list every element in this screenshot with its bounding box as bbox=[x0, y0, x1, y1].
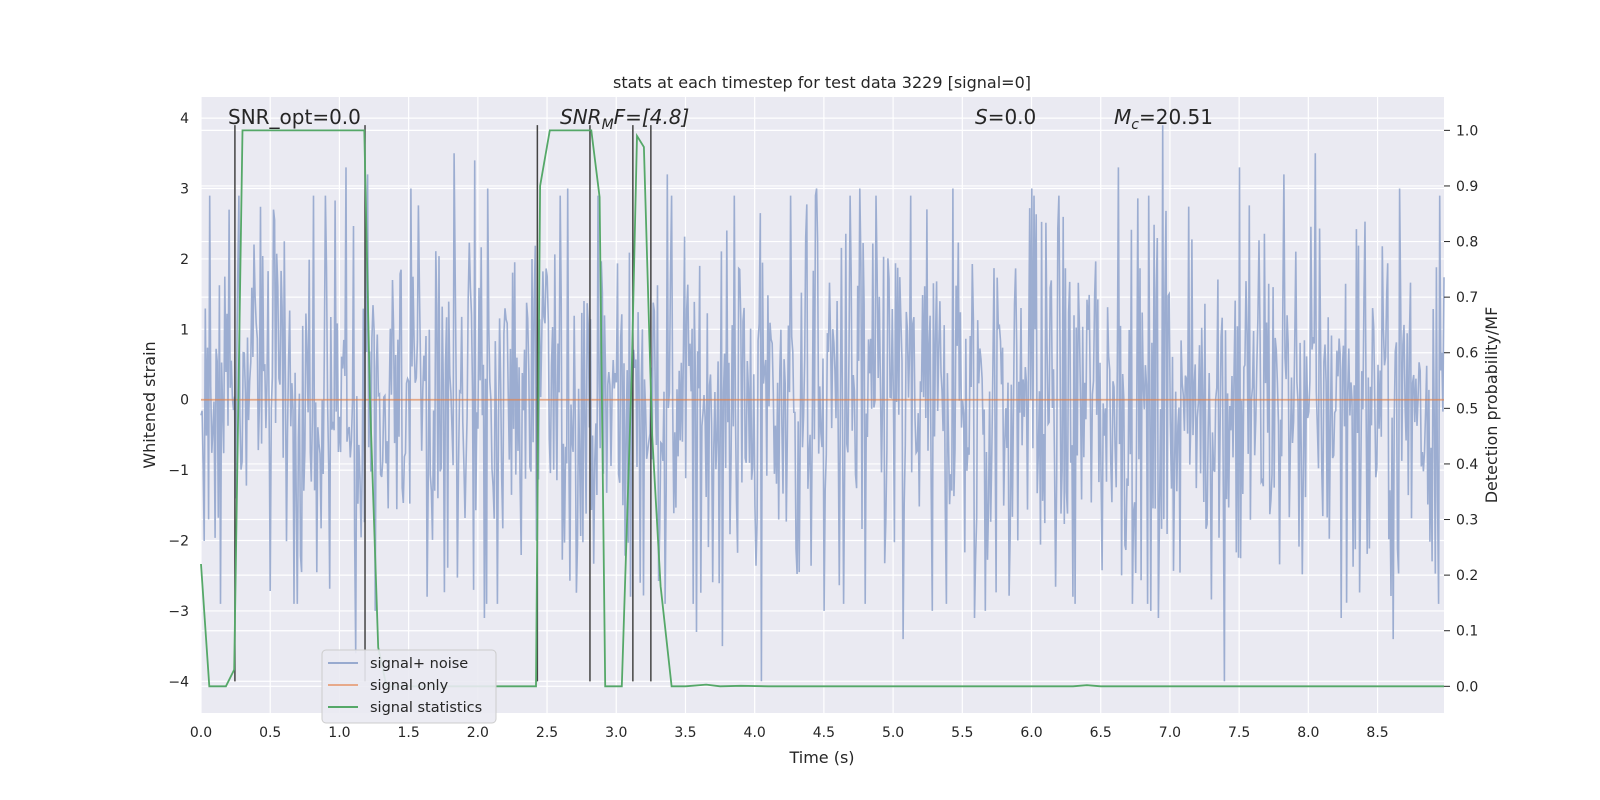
y-tick-label: 4 bbox=[180, 111, 189, 127]
legend-entry-signal-only: signal only bbox=[370, 678, 449, 694]
annotation-mc-symbol: M bbox=[1114, 105, 1131, 129]
x-tick-label: 1.0 bbox=[328, 725, 350, 741]
y2-tick-label: 0.1 bbox=[1456, 624, 1478, 640]
y-tick-label: −1 bbox=[168, 463, 189, 479]
x-tick-label: 1.5 bbox=[397, 725, 419, 741]
x-tick-label: 4.5 bbox=[813, 725, 835, 741]
x-tick-label: 7.5 bbox=[1228, 725, 1250, 741]
legend-entry-noise: signal+ noise bbox=[370, 656, 468, 672]
x-tick-label: 0.0 bbox=[190, 725, 212, 741]
y-tick-label: 1 bbox=[180, 322, 189, 338]
x-tick-label: 0.5 bbox=[259, 725, 281, 741]
annotation-snr-mf-main: SNR bbox=[560, 105, 602, 129]
y-axis-label: Whitened strain bbox=[140, 341, 159, 468]
x-tick-label: 6.0 bbox=[1020, 725, 1042, 741]
legend: signal+ noise signal only signal statist… bbox=[321, 649, 497, 724]
y2-tick-label: 1.0 bbox=[1456, 123, 1478, 139]
noise-line bbox=[200, 125, 1445, 682]
y-tick-label: 2 bbox=[180, 252, 189, 268]
y2-tick-label: 0.3 bbox=[1456, 513, 1478, 529]
x-tick-label: 7.0 bbox=[1159, 725, 1181, 741]
annotation-snr-mf-f: F=[4.8] bbox=[614, 105, 690, 129]
y-tick-label: −2 bbox=[168, 534, 189, 550]
y-tick-label: 0 bbox=[180, 393, 189, 409]
x-tick-label: 6.5 bbox=[1090, 725, 1112, 741]
x-tick-label: 5.0 bbox=[882, 725, 904, 741]
y-tick-label: −3 bbox=[168, 604, 189, 620]
x-tick-label: 2.5 bbox=[536, 725, 558, 741]
tick-labels: 0.0 0.5 1.0 1.5 2.0 2.5 3.0 3.5 4.0 4.5 5.0 5.5 6.0 6… bbox=[168, 111, 1478, 741]
annotation-mc-value: =20.51 bbox=[1139, 105, 1213, 129]
statistics-series bbox=[200, 129, 1444, 688]
x-tick-label: 2.0 bbox=[467, 725, 489, 741]
x-tick-label: 3.5 bbox=[674, 725, 696, 741]
annotation-s-symbol: S bbox=[975, 105, 988, 129]
chart-title: stats at each timestep for test data 322… bbox=[613, 73, 1031, 92]
y2-tick-label: 0.8 bbox=[1456, 235, 1478, 251]
x-tick-label: 4.0 bbox=[744, 725, 766, 741]
y2-axis-label: Detection probability/MF bbox=[1482, 307, 1501, 504]
y2-tick-label: 0.7 bbox=[1456, 290, 1478, 306]
annotation-mc-sub: c bbox=[1131, 117, 1139, 133]
y-tick-label: 3 bbox=[180, 182, 189, 198]
y-tick-label: −4 bbox=[168, 674, 189, 690]
annotation-snr-mf-sub: M bbox=[602, 117, 614, 133]
noise-series bbox=[200, 125, 1445, 682]
annotation-snr-mf: SNRMF=[4.8] bbox=[560, 105, 689, 133]
legend-entry-statistics: signal statistics bbox=[370, 700, 482, 716]
annotation-mc: Mc=20.51 bbox=[1114, 105, 1213, 133]
annotation-snr-opt: SNR_opt=0.0 bbox=[228, 105, 361, 129]
y2-tick-label: 0.2 bbox=[1456, 568, 1478, 584]
x-axis-label: Time (s) bbox=[788, 748, 854, 767]
x-tick-label: 8.0 bbox=[1297, 725, 1319, 741]
legend-frame bbox=[321, 649, 497, 724]
y2-tick-label: 0.4 bbox=[1456, 457, 1478, 473]
y2-tick-label: 0.5 bbox=[1456, 401, 1478, 417]
x-tick-label: 5.5 bbox=[951, 725, 973, 741]
x-tick-label: 8.5 bbox=[1366, 725, 1388, 741]
statistics-line bbox=[200, 129, 1444, 688]
annotation-s: S=0.0 bbox=[975, 105, 1036, 129]
annotation-s-value: =0.0 bbox=[988, 105, 1037, 129]
y2-tick-label: 0.6 bbox=[1456, 346, 1478, 362]
y2-tick-label: 0.0 bbox=[1456, 679, 1478, 695]
y2-tick-label: 0.9 bbox=[1456, 179, 1478, 195]
x-tick-label: 3.0 bbox=[605, 725, 627, 741]
